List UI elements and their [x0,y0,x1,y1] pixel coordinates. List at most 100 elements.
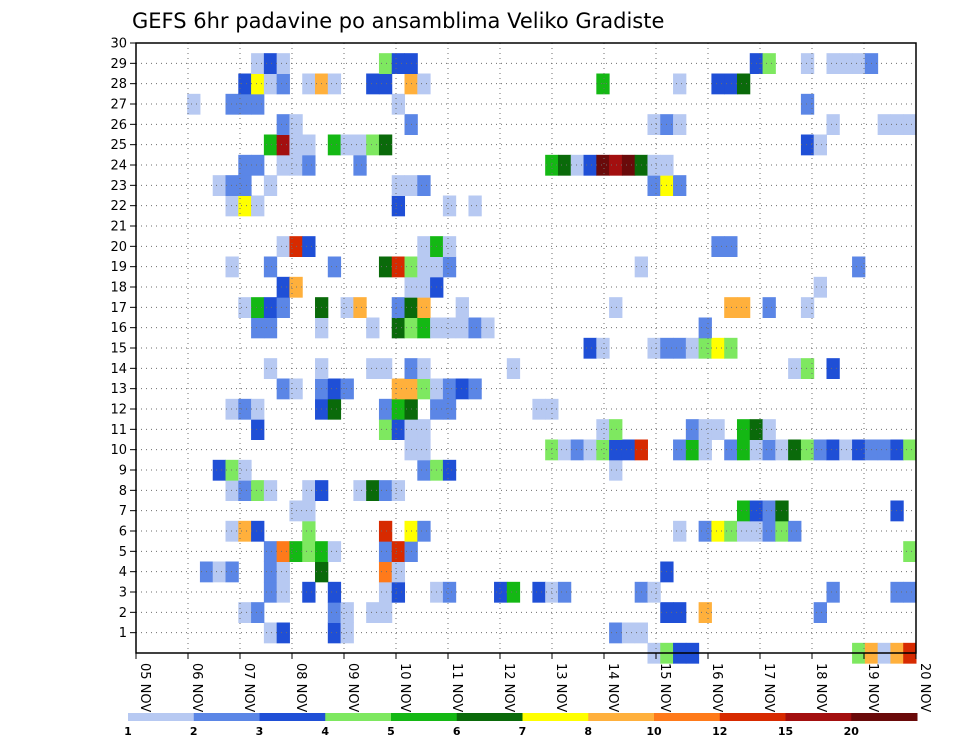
heatmap-cell [302,73,316,95]
heatmap-cell [263,480,278,501]
heatmap-cell [813,602,827,623]
heatmap-cell [327,256,342,278]
heatmap-cell [263,541,278,562]
x-tick-label: 10 NOV [397,663,412,712]
heatmap-cell [596,419,610,440]
heatmap-cell [276,276,290,298]
legend-swatch [391,713,458,721]
heatmap-cell [276,154,290,176]
y-tick-label: 9 [119,464,127,479]
heatmap-cell [225,459,239,481]
heatmap-cell [353,134,367,156]
heatmap-cell [187,93,201,115]
heatmap-cell [238,175,252,196]
heatmap-cell [263,256,278,278]
heatmap-cell [327,134,342,156]
legend-swatch [785,713,852,721]
heatmap-cell [813,276,827,298]
heatmap-cell [225,195,239,217]
heatmap-cell [736,297,751,318]
heatmap-cell [685,439,700,461]
heatmap-cell [698,419,712,440]
heatmap-cell [468,317,482,339]
y-tick-label: 17 [110,301,127,316]
heatmap-cell [353,297,367,318]
heatmap-cell [263,317,278,339]
legend-swatch [588,713,655,721]
heatmap-cell [762,297,776,318]
legend-label: 3 [256,725,264,738]
heatmap-cell [366,602,380,623]
heatmap-cell [238,398,252,420]
heatmap-cell [238,602,252,623]
heatmap-cell [621,154,636,176]
legend-swatch [522,713,589,721]
y-tick-label: 28 [110,77,127,92]
y-tick-label: 19 [110,260,127,275]
heatmap-cell [813,439,827,461]
heatmap-cell [276,622,290,644]
heatmap-cell [276,73,290,95]
heatmap-cell [251,480,265,501]
heatmap-cell [238,480,252,501]
legend-label: 15 [778,725,793,738]
x-tick-label: 09 NOV [345,663,360,712]
y-tick-label: 18 [110,281,127,296]
heatmap-cell [366,317,380,339]
heatmap-cell [417,175,431,196]
y-tick-label: 2 [119,606,127,621]
heatmap-cell [762,419,776,440]
heatmap-cell [455,317,469,339]
heatmap-cell [327,378,342,400]
heatmap-cell [378,398,393,420]
heatmap-cell [826,53,840,74]
heatmap-cell [826,114,840,135]
legend-label: 1 [124,725,132,738]
heatmap-cell [494,581,508,603]
heatmap-cell [417,378,431,400]
heatmap-cell [263,581,278,603]
legend-label: 2 [190,725,198,738]
legend-swatch [325,713,392,721]
x-axis: 05 NOV 06 NOV 07 NOV 08 NOV 09 NOV 10 NOV 11 N… [135,653,932,712]
heatmap-cell [596,154,610,176]
heatmap-cell [391,297,406,318]
heatmap-cells [187,53,917,664]
heatmap-cell [877,439,891,461]
heatmap-cell [251,602,265,623]
heatmap-cell [238,520,252,542]
y-tick-label: 15 [110,342,127,357]
heatmap-cell [455,378,469,400]
heatmap-cell [276,581,290,603]
legend-label: 10 [646,725,662,738]
legend-label: 4 [321,725,329,738]
y-tick-label: 4 [119,565,127,580]
heatmap-cell [238,73,252,95]
heatmap-cell [609,459,623,481]
y-tick-label: 21 [110,220,127,235]
heatmap-cell [378,256,393,278]
heatmap-cell [788,358,802,379]
heatmap-cell [698,520,712,542]
heatmap-cell [442,317,457,339]
heatmap-cell [263,175,278,196]
heatmap-cell [826,581,840,603]
x-tick-label: 16 NOV [709,663,724,712]
heatmap-cell [366,73,380,95]
heatmap-cell [391,93,406,115]
legend-swatch [719,713,786,721]
y-tick-label: 20 [110,240,127,255]
heatmap-cell [366,480,380,501]
y-tick-label: 22 [110,199,127,214]
heatmap-cell [263,622,278,644]
y-tick-label: 7 [119,504,127,519]
heatmap-cell [609,154,623,176]
heatmap-cell [263,53,278,74]
heatmap-cell [225,480,239,501]
heatmap-cell [391,378,406,400]
heatmap-cell [353,480,367,501]
heatmap-cell [378,520,393,542]
heatmap-cell [532,581,546,603]
heatmap-cell [711,520,725,542]
heatmap-cell [583,337,597,359]
